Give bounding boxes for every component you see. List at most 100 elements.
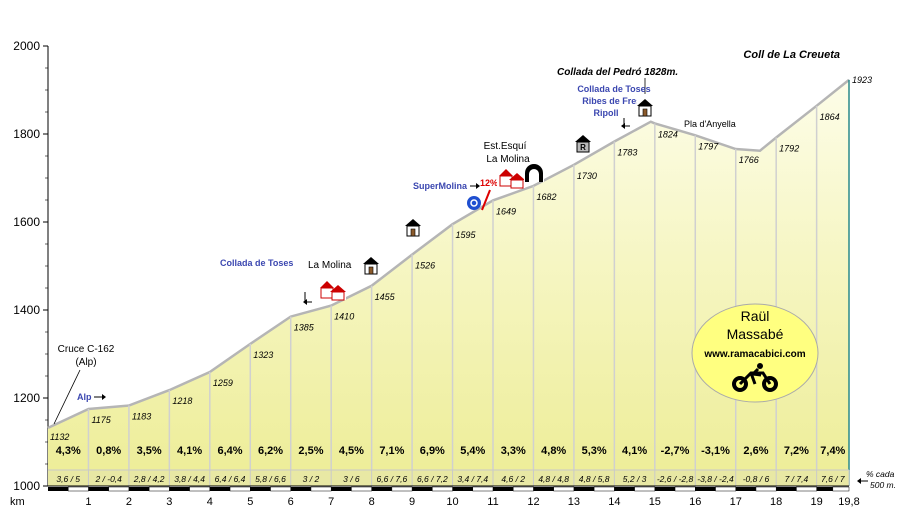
half-gradient-label: 2,8 / 4,2 [133, 474, 165, 484]
half-gradient-label: 6,6 / 7,6 [377, 474, 408, 484]
half-gradient-label: 4,8 / 4,8 [538, 474, 569, 484]
km-bar-dark [371, 487, 392, 491]
altitude-label: 1410 [334, 312, 354, 322]
gradient-label: 4,3% [56, 445, 81, 457]
restaurant-icon [497, 166, 525, 189]
toses-junction-label-3: Ripoll [594, 108, 619, 118]
km-bar-dark [209, 487, 231, 491]
km-dividers [87, 79, 850, 486]
half-gradient-label: 3,4 / 7,4 [457, 474, 488, 484]
half-gradient-label: 2 / -0,4 [94, 474, 122, 484]
km-bar-dark [533, 487, 554, 491]
gradient-label: 2,6% [743, 445, 768, 457]
half-gradient-label: 6,6 / 7,2 [417, 474, 448, 484]
gradient-label: 6,9% [420, 445, 445, 457]
km-bar-light [512, 486, 534, 492]
arrow-icon [303, 292, 312, 305]
km-tick-label: 16 [689, 496, 701, 508]
gradient-label: 4,5% [339, 445, 364, 457]
gradient-label: 2,5% [298, 445, 323, 457]
steep-gradient-label: 12% [480, 178, 498, 188]
steep-segment [481, 189, 491, 211]
km-bar-light [310, 486, 332, 492]
est-esqui-label-2: La Molina [486, 154, 530, 165]
km-bar-dark [735, 487, 756, 491]
altitude-label: 1824 [658, 129, 678, 139]
km-tick-label: 19,8 [838, 496, 859, 508]
gradient-label: 3,3% [501, 445, 526, 457]
gradient-label: 7,2% [784, 445, 809, 457]
toses-junction-label-1: Collada de Toses [577, 84, 650, 94]
km-bar-light [391, 486, 413, 492]
km-bar-light [67, 486, 89, 492]
km-tick-label: 18 [770, 496, 782, 508]
altitude-label: 1218 [172, 396, 192, 406]
km-axis: 1 2 3 4 5 6 7 8 9 10 11 12 13 14 15 16 17 18 19 19,8 [48, 485, 860, 508]
km-bar-dark [48, 487, 69, 491]
km-bar-dark [412, 487, 433, 491]
collada-toses-label: Collada de Toses [220, 258, 293, 268]
half-gradient-label: 3,8 / 4,4 [174, 474, 205, 484]
house-icon [637, 98, 653, 117]
km-tick-label: 3 [166, 496, 172, 508]
legend-note-1: % cada [866, 469, 895, 479]
gradient-label: 5,3% [582, 445, 607, 457]
house-icon [363, 256, 379, 275]
km-tick-label: 19 [811, 496, 823, 508]
km-tick-label: 11 [487, 496, 498, 508]
km-tick-label: 1 [85, 496, 91, 508]
km-bar-light [472, 486, 494, 492]
half-gradient-label: 5,8 / 6,6 [255, 474, 286, 484]
altitude-label: 1595 [456, 230, 477, 240]
arrow-icon [621, 118, 630, 129]
km-bar-light [634, 486, 656, 492]
km-tick-label: 14 [608, 496, 620, 508]
gradient-label: 5,4% [460, 445, 485, 457]
supermolina-label: SuperMolina [413, 181, 468, 191]
alp-label: Alp [77, 392, 92, 402]
altitude-label: 1783 [617, 147, 637, 157]
gradient-label: 4,1% [622, 445, 647, 457]
km-tick-label: 5 [247, 496, 253, 508]
km-bar-dark [88, 487, 109, 491]
badge-name-2: Massabé [727, 326, 784, 342]
km-bar-light [755, 486, 777, 492]
chart-title: Coll de La Creueta [743, 49, 840, 61]
half-gradient-band [48, 470, 849, 486]
km-tick-label: 2 [126, 496, 132, 508]
gradient-label: 4,8% [541, 445, 566, 457]
gradient-label: 6,2% [258, 445, 283, 457]
est-esqui-label-1: Est.Esquí [484, 141, 527, 152]
altitude-label: 1649 [496, 206, 516, 216]
data-labels: 4,3% 3,6 / 5 0,8% 2 / -0,4 3,5% 2,8 / 4,2 4,1%… [50, 75, 872, 484]
y-tick-label: 1800 [13, 127, 40, 141]
km-bar-light [553, 486, 575, 492]
half-gradient-label: -0,8 / 6 [743, 474, 770, 484]
altitude-label: 1323 [253, 350, 273, 360]
half-gradient-label: 3 / 2 [303, 474, 320, 484]
y-tick-label: 1000 [13, 479, 40, 493]
traffic-sign-icon [467, 196, 481, 210]
km-bar-dark [493, 487, 514, 491]
half-gradient-label: 4,8 / 5,8 [579, 474, 610, 484]
arrow-icon [94, 394, 106, 400]
half-gradient-label: 7 / 7,4 [785, 474, 809, 484]
km-bar-dark [452, 487, 473, 491]
toses-junction-label-2: Ribes de Freser [582, 96, 650, 106]
gradient-label: 0,8% [96, 445, 121, 457]
km-bar-dark [816, 487, 833, 491]
km-bar-dark [128, 487, 150, 491]
altitude-label: 1792 [779, 144, 799, 154]
altitude-label: 1175 [91, 415, 111, 425]
collada-pedro-label: Collada del Pedró 1828m. [557, 67, 678, 78]
half-gradient-label: 6,4 / 6,4 [215, 474, 246, 484]
km-bar-dark [290, 487, 311, 491]
cruce-pointer [53, 369, 81, 425]
altitude-label: 1526 [415, 261, 435, 271]
km-bar-dark [573, 487, 595, 491]
badge-name-1: Raül [741, 308, 770, 324]
km-bar-dark [695, 487, 716, 491]
km-bar-light [715, 486, 736, 492]
km-bar-light [832, 486, 850, 492]
